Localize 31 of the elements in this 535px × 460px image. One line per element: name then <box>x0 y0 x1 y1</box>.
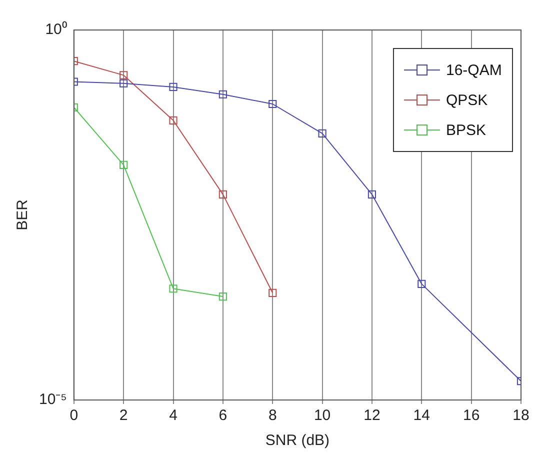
legend-label: QPSK <box>446 92 488 108</box>
point <box>120 79 128 88</box>
point <box>120 71 128 80</box>
point <box>268 100 277 108</box>
x-tick-label: 6 <box>218 407 228 424</box>
x-tick-label: 12 <box>364 407 380 424</box>
point <box>368 190 376 198</box>
point <box>218 190 227 198</box>
x-axis-title: SNR (dB) <box>265 432 330 450</box>
point <box>268 288 277 297</box>
point <box>418 280 426 288</box>
x-tick-label: 2 <box>119 407 128 424</box>
point <box>218 90 227 98</box>
x-tick-label: 0 <box>70 407 78 424</box>
x-tick-label: 18 <box>512 407 530 424</box>
point <box>169 116 178 124</box>
y-axis-title: BER <box>14 199 32 230</box>
y-tick-label: 10⁻⁵ <box>38 391 67 408</box>
x-tick-label: 10 <box>314 407 331 424</box>
x-tick-label: 8 <box>268 407 277 424</box>
x-tick-label: 16 <box>462 407 480 424</box>
point <box>120 160 128 170</box>
y-tick-label: 10⁰ <box>45 21 67 38</box>
legend-label: 16-QAM <box>446 62 502 78</box>
x-tick-label: 4 <box>169 407 178 424</box>
legend-label: BPSK <box>446 122 486 138</box>
x-tick-label: 14 <box>413 407 430 424</box>
point <box>318 129 326 138</box>
point <box>218 292 227 301</box>
point <box>169 82 178 91</box>
point <box>169 284 178 293</box>
